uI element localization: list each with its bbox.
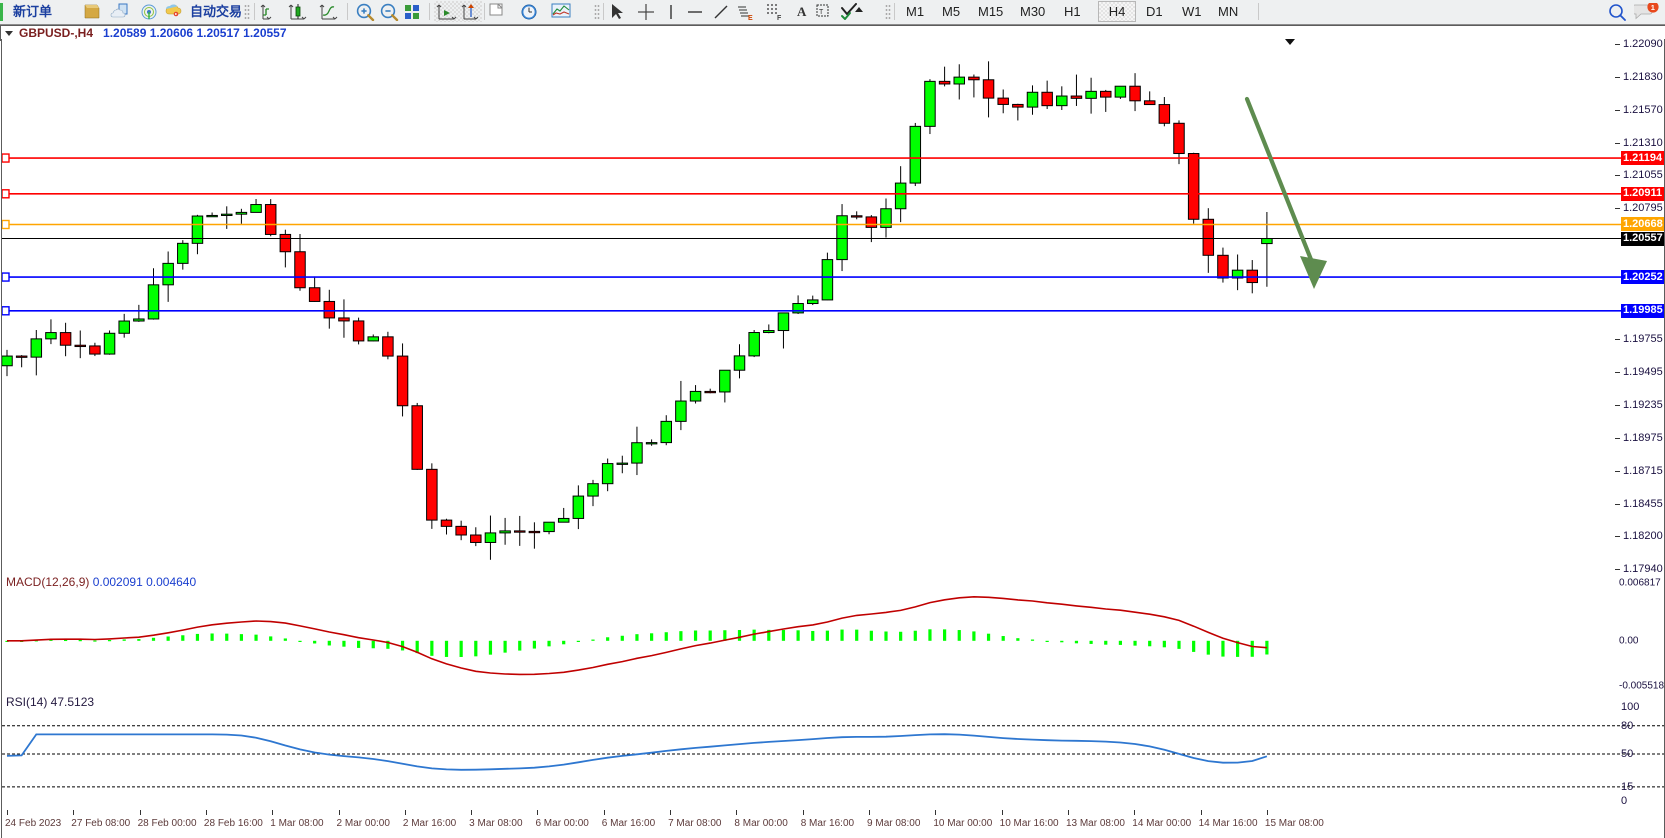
svg-text:F: F [777,15,782,21]
svg-text:T: T [819,9,824,16]
svg-text:E: E [748,15,753,21]
svg-text:1: 1 [1651,3,1655,12]
